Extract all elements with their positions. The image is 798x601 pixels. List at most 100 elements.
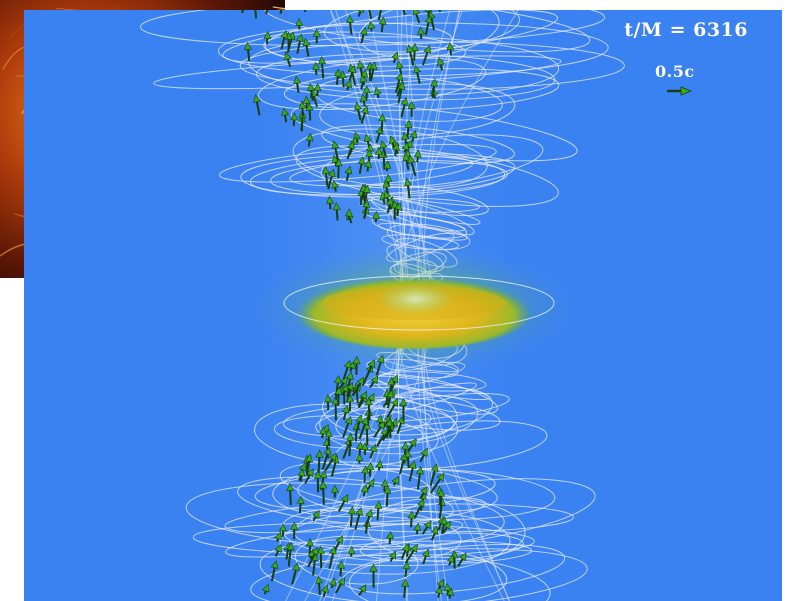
green-velocity-arrow-icon bbox=[302, 10, 307, 13]
green-velocity-arrow-icon bbox=[436, 578, 445, 590]
green-velocity-arrow-icon bbox=[307, 82, 316, 101]
green-velocity-arrow-icon bbox=[318, 55, 327, 79]
green-velocity-arrow-icon bbox=[404, 449, 413, 469]
green-velocity-arrow-icon bbox=[360, 484, 369, 497]
green-velocity-arrow-icon bbox=[364, 159, 372, 172]
field-line-loop bbox=[192, 522, 535, 557]
field-line-loop bbox=[270, 159, 508, 196]
green-velocity-arrow-icon bbox=[296, 495, 305, 514]
green-velocity-arrow-icon bbox=[378, 16, 387, 33]
green-velocity-arrow-icon bbox=[342, 416, 352, 438]
green-velocity-arrow-icon bbox=[402, 152, 411, 170]
field-line-loop bbox=[139, 10, 606, 47]
green-velocity-arrow-icon bbox=[261, 583, 270, 595]
green-velocity-arrow-icon bbox=[326, 195, 334, 210]
green-velocity-arrow-icon bbox=[319, 480, 328, 505]
green-velocity-arrow-icon bbox=[253, 94, 261, 116]
green-velocity-arrow-icon bbox=[352, 355, 361, 375]
green-velocity-arrow-icon bbox=[394, 202, 403, 216]
field-line-loop bbox=[218, 143, 497, 183]
green-velocity-arrow-icon bbox=[400, 10, 406, 16]
green-velocity-arrow-icon bbox=[358, 416, 369, 440]
green-velocity-arrow-icon bbox=[392, 142, 400, 156]
green-velocity-arrow-icon bbox=[279, 10, 286, 15]
green-velocity-arrow-icon bbox=[446, 587, 455, 599]
field-line-loop bbox=[335, 394, 479, 446]
green-velocity-arrow-icon bbox=[388, 550, 396, 562]
green-velocity-arrow-icon bbox=[407, 510, 416, 528]
green-velocity-arrow-icon bbox=[346, 432, 355, 457]
green-velocity-arrow-icon bbox=[366, 359, 376, 376]
green-velocity-arrow-icon bbox=[318, 426, 327, 439]
green-velocity-arrow-icon bbox=[407, 155, 417, 176]
green-velocity-arrow-icon bbox=[334, 577, 346, 594]
green-velocity-arrow-icon bbox=[359, 93, 368, 107]
simulation-panel: t/M = 6316 0.5c bbox=[24, 10, 782, 601]
green-velocity-arrow-icon bbox=[400, 97, 409, 118]
green-velocity-arrow-icon bbox=[397, 81, 406, 104]
green-velocity-arrow-icon bbox=[312, 28, 321, 44]
green-velocity-arrow-icon bbox=[286, 482, 295, 506]
green-velocity-arrow-icon bbox=[324, 428, 333, 447]
green-velocity-arrow-icon bbox=[298, 100, 307, 117]
green-velocity-arrow-icon bbox=[369, 563, 378, 588]
green-velocity-arrow-icon bbox=[313, 82, 322, 97]
green-velocity-arrow-icon bbox=[430, 78, 439, 98]
green-velocity-arrow-icon bbox=[407, 438, 417, 453]
green-velocity-arrow-icon bbox=[337, 560, 346, 577]
field-line-loop bbox=[319, 83, 516, 137]
green-velocity-arrow-icon bbox=[295, 17, 304, 30]
green-velocity-arrow-icon bbox=[364, 397, 373, 421]
green-velocity-arrow-icon bbox=[424, 14, 433, 36]
green-velocity-arrow-icon bbox=[354, 101, 362, 121]
green-velocity-arrow-icon bbox=[385, 197, 394, 210]
green-velocity-arrow-icon bbox=[413, 149, 422, 163]
nebula-fiber bbox=[272, 6, 285, 10]
green-velocity-arrow-icon bbox=[304, 468, 314, 484]
field-line-loop bbox=[185, 482, 505, 548]
green-velocity-arrow-icon bbox=[369, 375, 379, 388]
green-velocity-arrow-icon bbox=[293, 75, 302, 93]
field-line-loop bbox=[254, 403, 439, 466]
green-velocity-arrow-icon bbox=[430, 472, 445, 494]
green-velocity-arrow-icon bbox=[362, 85, 371, 99]
green-velocity-arrow-icon bbox=[334, 386, 343, 406]
field-line-loop bbox=[217, 22, 609, 77]
green-velocity-arrow-icon bbox=[286, 542, 295, 567]
green-velocity-arrow-icon bbox=[351, 376, 365, 397]
field-line-loop bbox=[283, 68, 560, 111]
green-velocity-arrow-icon bbox=[355, 452, 364, 464]
green-velocity-arrow-icon bbox=[281, 107, 289, 123]
field-line-loop bbox=[290, 103, 578, 162]
green-velocity-arrow-icon bbox=[391, 475, 399, 486]
green-velocity-arrow-icon bbox=[274, 543, 282, 557]
green-velocity-arrow-icon bbox=[354, 414, 364, 437]
green-velocity-arrow-icon bbox=[346, 140, 355, 160]
green-velocity-arrow-icon bbox=[386, 530, 394, 545]
green-velocity-arrow-icon bbox=[270, 560, 279, 582]
green-velocity-arrow-icon bbox=[435, 585, 443, 598]
green-velocity-arrow-icon bbox=[341, 404, 350, 421]
green-velocity-arrow-icon bbox=[367, 20, 376, 32]
green-velocity-arrow-icon bbox=[280, 30, 289, 50]
green-velocity-arrow-icon bbox=[274, 531, 282, 543]
green-velocity-arrow-icon bbox=[333, 68, 342, 86]
field-line-loop bbox=[320, 134, 544, 189]
green-velocity-arrow-icon bbox=[401, 578, 410, 598]
green-velocity-arrow-icon bbox=[413, 64, 422, 85]
green-velocity-arrow-icon bbox=[406, 44, 415, 66]
field-line-loop bbox=[250, 548, 588, 601]
green-velocity-arrow-icon bbox=[331, 140, 340, 163]
green-velocity-arrow-icon bbox=[375, 354, 385, 376]
velocity-scale-label: 0.5c bbox=[655, 62, 695, 81]
field-line-loop bbox=[282, 405, 432, 437]
green-velocity-arrow-icon bbox=[375, 459, 384, 471]
green-velocity-arrow-icon bbox=[312, 61, 321, 76]
green-velocity-arrow-icon bbox=[446, 554, 455, 566]
green-velocity-arrow-icon bbox=[373, 420, 386, 438]
green-velocity-arrow-icon bbox=[374, 146, 383, 160]
green-velocity-arrow-icon bbox=[383, 160, 392, 172]
green-velocity-arrow-icon bbox=[347, 506, 356, 527]
green-velocity-arrow-icon bbox=[302, 37, 311, 57]
green-velocity-arrow-icon bbox=[417, 26, 425, 40]
